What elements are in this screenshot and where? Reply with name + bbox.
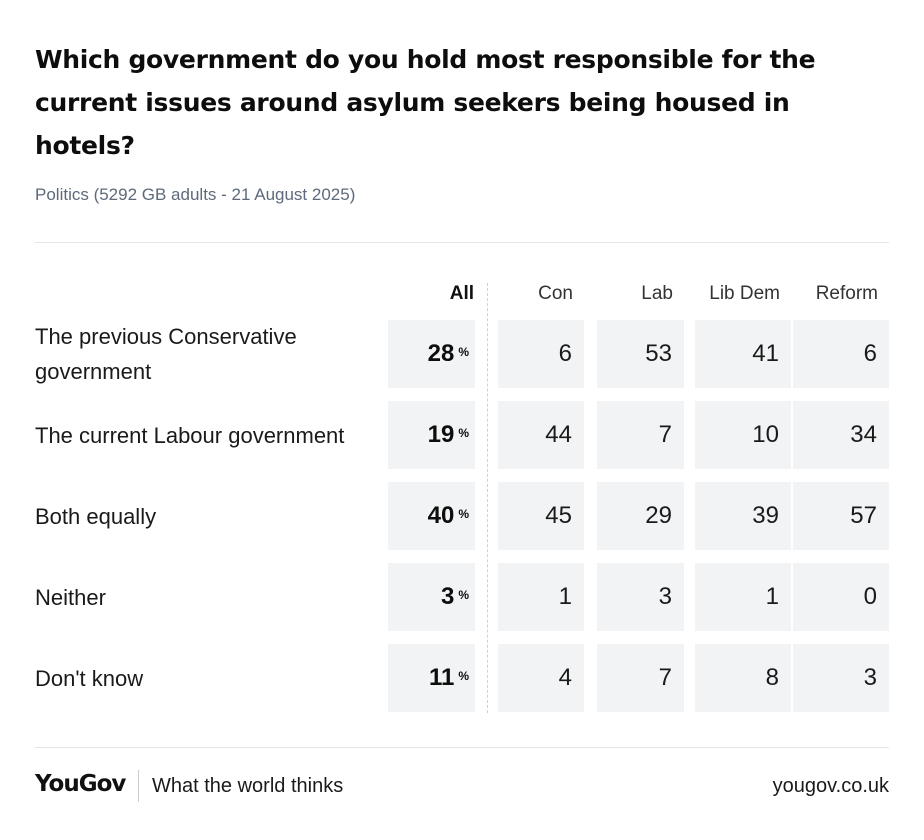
cell-value: 53	[645, 340, 672, 367]
cell-value: 57	[850, 502, 877, 529]
cell-value: 10	[752, 421, 779, 448]
percent-sign: %	[458, 345, 469, 359]
table-cell-lab: 7	[597, 401, 684, 469]
cell-value: 6	[558, 340, 572, 367]
cell-value: 41	[752, 340, 779, 367]
row-label: The current Labour government	[35, 422, 345, 448]
table-cell-lib-dem: 39	[695, 482, 791, 550]
cell-value: 45	[545, 502, 572, 529]
table-cell-reform: 34	[793, 401, 889, 469]
column-header-all: All	[449, 283, 474, 304]
percent-sign: %	[458, 426, 469, 440]
cell-value: 29	[645, 502, 672, 529]
cell-value: 34	[850, 421, 877, 448]
table-cell-reform: 57	[793, 482, 889, 550]
cell-value: 28	[427, 340, 455, 367]
table-cell-all: 11%	[388, 644, 475, 712]
cell-value: 3	[863, 664, 877, 691]
cell-value: 3	[440, 583, 455, 610]
cell-value: 19	[427, 421, 455, 448]
table-cell-reform: 6	[793, 320, 889, 388]
percent-sign: %	[458, 669, 469, 683]
cell-value: 7	[658, 664, 672, 691]
column-header-reform: Reform	[815, 283, 878, 304]
column-header-con: Con	[538, 283, 573, 304]
table-cell-all: 3%	[388, 563, 475, 631]
table-cell-all: 19%	[388, 401, 475, 469]
chart-title: Which government do you hold most respon…	[35, 45, 816, 160]
table-cell-reform: 0	[793, 563, 889, 631]
cell-value: 1	[558, 583, 572, 610]
cell-value: 44	[545, 421, 572, 448]
cell-value: 1	[765, 583, 779, 610]
cell-value: 11	[428, 664, 455, 691]
table-cell-lab: 3	[597, 563, 684, 631]
table-cell-con: 6	[498, 320, 584, 388]
table-cell-lab: 7	[597, 644, 684, 712]
table-cell-lib-dem: 10	[695, 401, 791, 469]
percent-sign: %	[458, 588, 469, 602]
row-label: Both equally	[35, 503, 157, 529]
percent-sign: %	[458, 507, 469, 521]
cell-value: 8	[765, 664, 779, 691]
table-cell-all: 40%	[388, 482, 475, 550]
row-label: Neither	[35, 584, 106, 610]
row-label: The previous Conservative government	[35, 324, 297, 384]
table-cell-con: 4	[498, 644, 584, 712]
table-cell-lib-dem: 1	[695, 563, 791, 631]
footer-tagline: What the world thinks	[152, 775, 344, 797]
footer-url-link[interactable]: yougov.co.uk	[772, 775, 889, 797]
yougov-logo[interactable]: YouGov	[35, 771, 126, 797]
table-cell-con: 1	[498, 563, 584, 631]
column-header-lab: Lab	[641, 283, 673, 304]
table-cell-lab: 29	[597, 482, 684, 550]
table-cell-con: 44	[498, 401, 584, 469]
table-cell-lib-dem: 41	[695, 320, 791, 388]
cell-value: 40	[427, 502, 455, 529]
row-label: Don't know	[35, 665, 144, 691]
footer-separator	[138, 770, 139, 802]
table-cell-all: 28%	[388, 320, 475, 388]
table-cell-lab: 53	[597, 320, 684, 388]
all-column-divider	[487, 283, 488, 713]
cell-value: 39	[752, 502, 779, 529]
column-header-lib-dem: Lib Dem	[709, 283, 780, 304]
cell-value: 0	[863, 583, 877, 610]
cell-value: 7	[658, 421, 672, 448]
chart-subtitle: Politics (5292 GB adults - 21 August 202…	[35, 185, 356, 204]
header-divider	[35, 242, 889, 243]
cell-value: 3	[658, 583, 672, 610]
table-cell-reform: 3	[793, 644, 889, 712]
table-cell-con: 45	[498, 482, 584, 550]
footer-divider	[35, 747, 889, 748]
table-cell-lib-dem: 8	[695, 644, 791, 712]
cell-value: 4	[558, 664, 572, 691]
cell-value: 6	[863, 340, 877, 367]
